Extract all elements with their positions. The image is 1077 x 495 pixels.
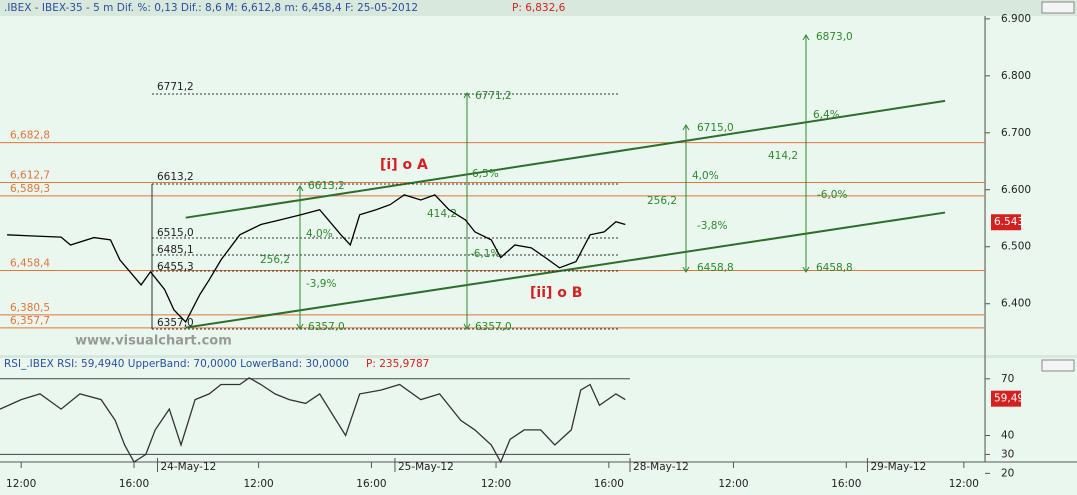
y-tick-label: 6.700 bbox=[1001, 127, 1031, 139]
last-badge bbox=[991, 214, 1021, 231]
last-label: 59,49 bbox=[994, 393, 1024, 405]
annotation: -3,9% bbox=[306, 278, 336, 290]
x-tick-label: 16:00 bbox=[356, 478, 386, 490]
rsi-header: RSI_.IBEX RSI: 59,4940 UpperBand: 70,000… bbox=[4, 358, 349, 370]
header-price: P: 6,832,6 bbox=[512, 2, 566, 14]
date-label: 28-May-12 bbox=[633, 461, 689, 473]
annotation: 6,4% bbox=[813, 109, 840, 121]
annotation: 6771,2 bbox=[157, 81, 194, 93]
y-tick-label: 6.500 bbox=[1001, 241, 1031, 253]
channel-line bbox=[185, 99, 946, 219]
x-tick-label: 12:00 bbox=[481, 478, 511, 490]
annotation: -6,0% bbox=[817, 189, 847, 201]
x-tick-label: 16:00 bbox=[594, 478, 624, 490]
x-tick-label: 12:00 bbox=[718, 478, 748, 490]
y-tick-label: 6.600 bbox=[1001, 184, 1031, 196]
callout: [i] o A bbox=[380, 157, 428, 173]
level-label: 6,612,7 bbox=[10, 170, 50, 182]
window-buttons[interactable] bbox=[1041, 1, 1075, 14]
price-axis bbox=[986, 16, 1077, 355]
series-line bbox=[7, 194, 626, 324]
y-tick-label: 30 bbox=[1001, 448, 1014, 460]
level-label: 6,682,8 bbox=[10, 130, 50, 142]
rsi-axis bbox=[986, 358, 1077, 462]
annotation: -3,8% bbox=[697, 220, 727, 232]
series-line bbox=[0, 377, 626, 464]
annotation: 6485,1 bbox=[157, 244, 194, 256]
annotation: 6458,8 bbox=[697, 262, 734, 274]
y-tick-label: 70 bbox=[1001, 373, 1014, 385]
date-label: 24-May-12 bbox=[161, 461, 217, 473]
annotation: 6873,0 bbox=[816, 31, 853, 43]
arrow-head bbox=[463, 92, 471, 330]
level-label: 6,589,3 bbox=[10, 183, 50, 195]
annotation: 6455,3 bbox=[157, 261, 194, 273]
annotation: 6357,0 bbox=[308, 321, 345, 333]
annotation: 256,2 bbox=[260, 254, 290, 266]
x-tick-label: 12:00 bbox=[949, 478, 979, 490]
y-tick-label: 20 bbox=[1001, 467, 1014, 479]
date-label: 29-May-12 bbox=[870, 461, 926, 473]
annotation: 6357,0 bbox=[157, 317, 194, 329]
last-badge bbox=[991, 390, 1021, 407]
arrow-head bbox=[296, 185, 304, 330]
callout: www.visualchart.com bbox=[75, 334, 232, 349]
annotation: 4,0% bbox=[692, 170, 719, 182]
annotation: 6771,2 bbox=[475, 90, 512, 102]
date-label: 25-May-12 bbox=[398, 461, 454, 473]
annotation: -6,1% bbox=[470, 248, 500, 260]
annotation: 6515,0 bbox=[157, 227, 194, 239]
x-tick-label: 12:00 bbox=[243, 478, 273, 490]
last-label: 6.543 bbox=[994, 216, 1024, 228]
annotation: 414,2 bbox=[427, 208, 457, 220]
annotation: 6357,0 bbox=[475, 321, 512, 333]
annotation: 414,2 bbox=[768, 150, 798, 162]
y-tick-label: 6.900 bbox=[1001, 13, 1031, 25]
window-buttons[interactable] bbox=[1041, 359, 1075, 372]
annotation: 6715,0 bbox=[697, 122, 734, 134]
arrow-head bbox=[682, 124, 690, 273]
x-tick-label: 16:00 bbox=[831, 478, 861, 490]
callout: [ii] o B bbox=[530, 285, 582, 301]
x-tick-label: 16:00 bbox=[119, 478, 149, 490]
y-tick-label: 40 bbox=[1001, 430, 1014, 442]
y-tick-label: 6.800 bbox=[1001, 70, 1031, 82]
annotation: 256,2 bbox=[647, 195, 677, 207]
price-panel bbox=[0, 16, 985, 355]
x-tick-label: 12:00 bbox=[6, 478, 36, 490]
annotation: 4,0% bbox=[306, 228, 333, 240]
y-tick-label: 6.400 bbox=[1001, 298, 1031, 310]
annotation: 6,5% bbox=[472, 168, 499, 180]
level-label: 6,357,7 bbox=[10, 315, 50, 327]
rsi-panel bbox=[0, 358, 985, 462]
rsi-header-price: P: 235,9787 bbox=[366, 358, 429, 370]
channel-line bbox=[185, 211, 946, 329]
annotation: 6458,8 bbox=[816, 262, 853, 274]
level-label: 6,380,5 bbox=[10, 302, 50, 314]
header: .IBEX - IBEX-35 - 5 m Dif. %: 0,13 Dif.:… bbox=[4, 2, 418, 14]
annotation: 6613,2 bbox=[157, 171, 194, 183]
time-axis bbox=[0, 462, 1077, 495]
annotation: 6613,2 bbox=[308, 180, 345, 192]
arrow-head bbox=[802, 34, 810, 273]
level-label: 6,458,4 bbox=[10, 257, 50, 269]
